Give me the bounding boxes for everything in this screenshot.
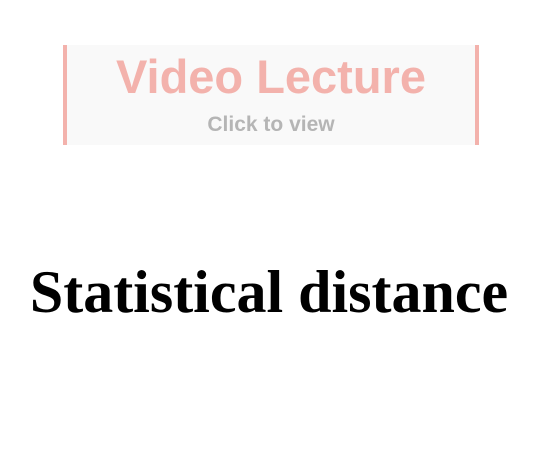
video-lecture-title[interactable]: Video Lecture	[116, 50, 426, 103]
page-title: Statistical distance	[29, 259, 509, 325]
click-to-view-label[interactable]: Click to view	[207, 113, 335, 136]
video-lecture-banner[interactable]: Video Lecture Click to view	[63, 45, 479, 145]
